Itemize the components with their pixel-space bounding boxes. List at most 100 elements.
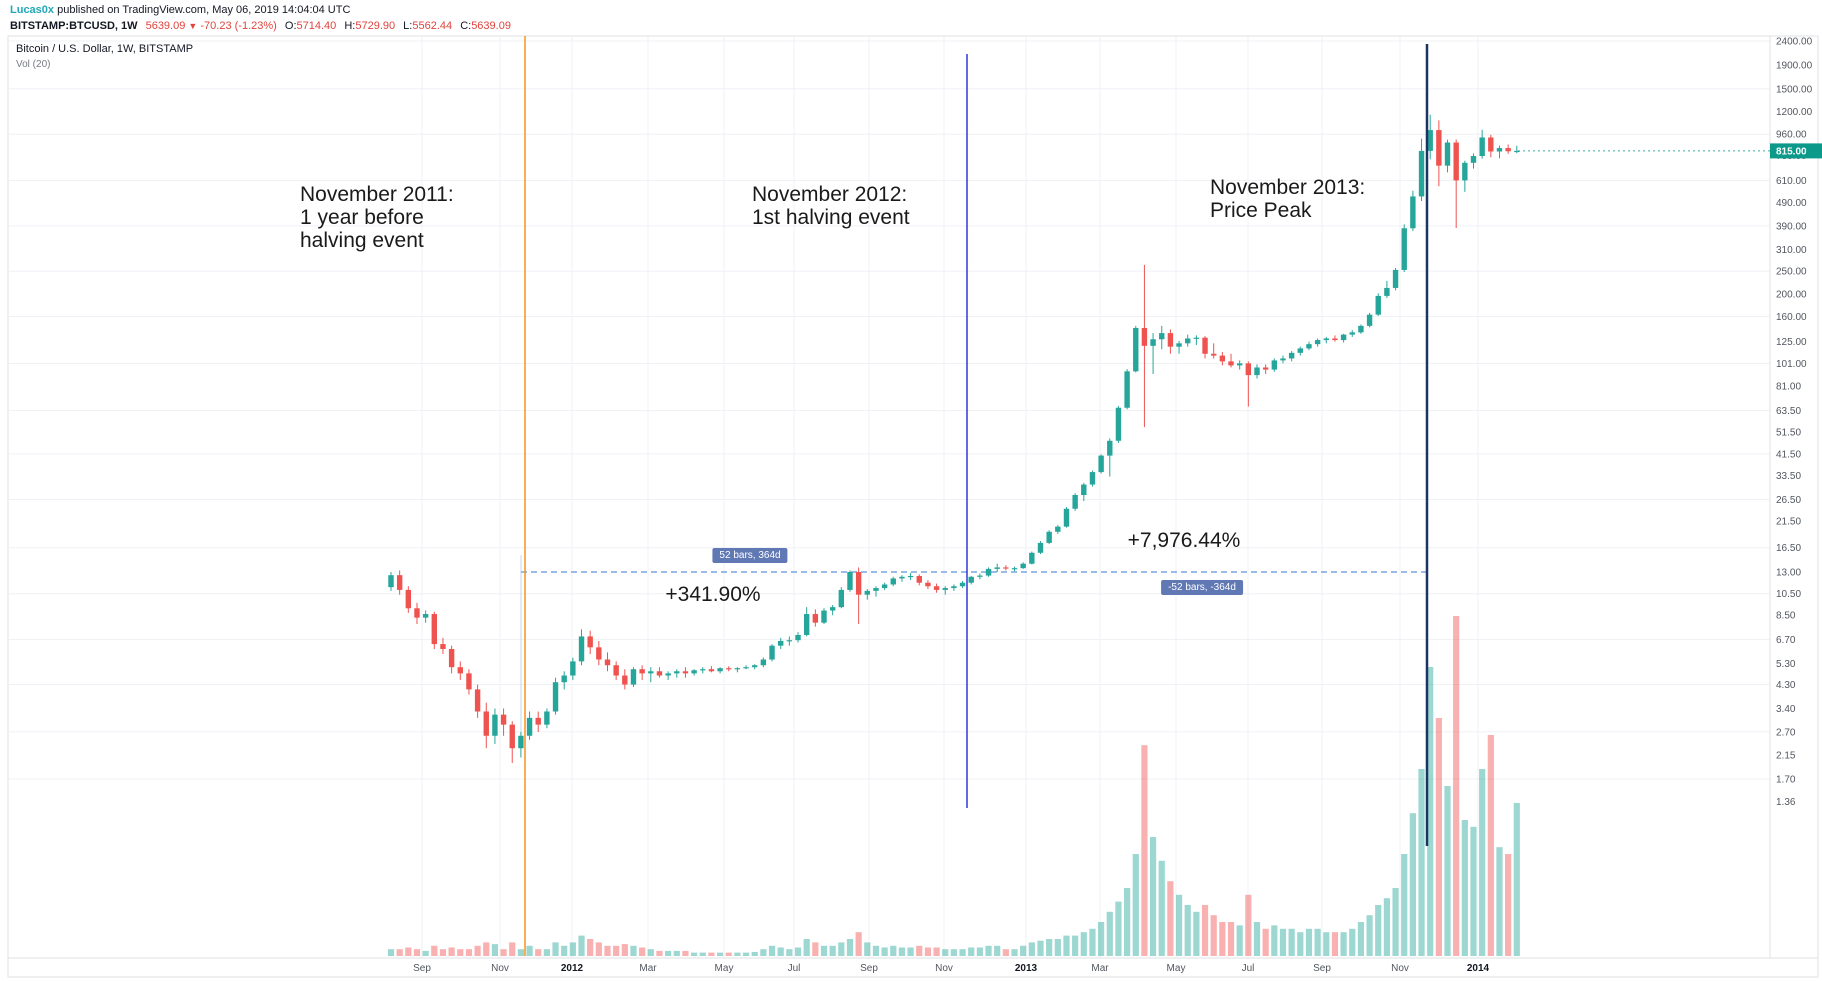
- candle-body: [1098, 455, 1104, 473]
- volume-bar: [933, 947, 940, 956]
- volume-bar: [1106, 911, 1113, 956]
- price-tick-label: 160.00: [1776, 312, 1807, 323]
- volume-bar: [1366, 915, 1373, 956]
- candle-body: [500, 714, 507, 725]
- price-tick-label: 8.50: [1776, 611, 1796, 622]
- candle-body: [1159, 333, 1165, 340]
- candle-body: [1505, 148, 1511, 152]
- volume-bar: [890, 945, 897, 956]
- volume-bar: [950, 949, 957, 956]
- candle-body: [933, 586, 940, 590]
- volume-bar: [1227, 922, 1235, 956]
- volume-bar: [483, 942, 490, 956]
- candle-body: [405, 589, 412, 609]
- measure-bars-badge[interactable]: 52 bars, 364d: [712, 548, 788, 563]
- candle-body: [1072, 495, 1078, 509]
- x-axis-label: Jul: [1242, 963, 1255, 974]
- price-tick-label: 1.36: [1776, 797, 1796, 808]
- volume-bar: [491, 944, 499, 956]
- volume-bar: [881, 947, 888, 956]
- candle-body: [1124, 371, 1130, 408]
- volume-bar: [1080, 932, 1087, 956]
- x-axis-label: Nov: [935, 963, 953, 974]
- volume-bar: [1470, 826, 1477, 956]
- volume-bar: [777, 947, 784, 956]
- price-tick-label: 960.00: [1776, 130, 1807, 141]
- volume-bar: [1288, 928, 1295, 956]
- volume-bar: [474, 945, 481, 956]
- price-tick-label: 2.15: [1776, 751, 1796, 762]
- volume-bar: [1479, 769, 1486, 956]
- volume-bar: [838, 942, 845, 956]
- candle-body: [691, 670, 697, 674]
- price-tick-label: 125.00: [1776, 337, 1807, 348]
- price-axis[interactable]: [1770, 36, 1822, 958]
- last-price-badge-label: 815.00: [1776, 146, 1807, 157]
- candle-body: [803, 614, 810, 635]
- candle-body: [1462, 162, 1468, 181]
- measure-bars-back-badge[interactable]: -52 bars, -364d: [1161, 580, 1243, 595]
- volume-bar: [1149, 837, 1157, 956]
- x-axis-label: Jul: [788, 963, 801, 974]
- candle-body: [1514, 150, 1520, 153]
- volume-indicator-label[interactable]: Vol (20): [16, 59, 51, 70]
- quote-change: -70.23 (-1.23%): [200, 20, 277, 32]
- price-tick-label: 4.30: [1776, 680, 1796, 691]
- candle-body: [587, 636, 593, 648]
- candle-body: [396, 575, 403, 590]
- volume-bar: [725, 952, 732, 956]
- candle-body: [864, 590, 870, 595]
- candle-body: [1046, 531, 1052, 543]
- volume-bar: [751, 951, 758, 956]
- candle-body: [1297, 348, 1303, 353]
- volume-bar: [517, 949, 524, 956]
- symbol-name[interactable]: BITSTAMP:BTCUSD, 1W: [10, 20, 138, 32]
- annotation-nov-2011: November 2011: 1 year before halving eve…: [300, 183, 454, 252]
- x-axis-label: Nov: [491, 963, 509, 974]
- volume-bar: [1487, 735, 1494, 956]
- candle-body: [907, 575, 914, 578]
- volume-bar: [1020, 945, 1027, 956]
- volume-bar: [1141, 745, 1148, 956]
- volume-bar: [716, 952, 724, 956]
- candle-body: [881, 584, 888, 589]
- volume-bar: [1505, 854, 1512, 956]
- candle-body: [1496, 148, 1503, 152]
- volume-bar: [543, 949, 550, 956]
- candle-body: [639, 669, 645, 674]
- volume-bar: [1054, 939, 1061, 956]
- candle-body: [717, 668, 723, 672]
- candle-body: [812, 614, 819, 623]
- candle-body: [708, 669, 715, 672]
- volume-bar: [1513, 803, 1520, 956]
- chart-legend-title[interactable]: Bitcoin / U.S. Dollar, 1W, BITSTAMP: [16, 43, 194, 55]
- volume-bar: [396, 949, 403, 956]
- candle-body: [526, 717, 533, 736]
- volume-bar: [1046, 939, 1053, 956]
- candle-body: [1063, 508, 1070, 527]
- candle-body: [622, 675, 628, 685]
- time-axis[interactable]: [8, 958, 1818, 977]
- candle-body: [1271, 360, 1278, 370]
- volume-bar: [864, 942, 871, 956]
- annotation-nov-2013: November 2013: Price Peak: [1210, 176, 1366, 222]
- candle-body: [1470, 156, 1477, 163]
- author-link[interactable]: Lucas0x: [10, 4, 55, 16]
- candle-body: [1392, 269, 1399, 288]
- candle-body: [656, 671, 663, 676]
- volume-bar: [613, 945, 620, 956]
- price-tick-label: 26.50: [1776, 495, 1801, 506]
- candle-body: [1011, 568, 1018, 570]
- price-tick-label: 101.00: [1776, 359, 1807, 370]
- candle-body: [1418, 150, 1425, 197]
- candle-body: [561, 675, 567, 683]
- candle-body: [1133, 327, 1139, 372]
- candle-body: [1245, 363, 1252, 376]
- candle-body: [1288, 352, 1295, 359]
- volume-bar: [855, 932, 862, 956]
- volume-bar: [1193, 911, 1200, 956]
- candle-body: [821, 610, 827, 623]
- candle-body: [1081, 484, 1087, 496]
- volume-bar: [682, 950, 689, 956]
